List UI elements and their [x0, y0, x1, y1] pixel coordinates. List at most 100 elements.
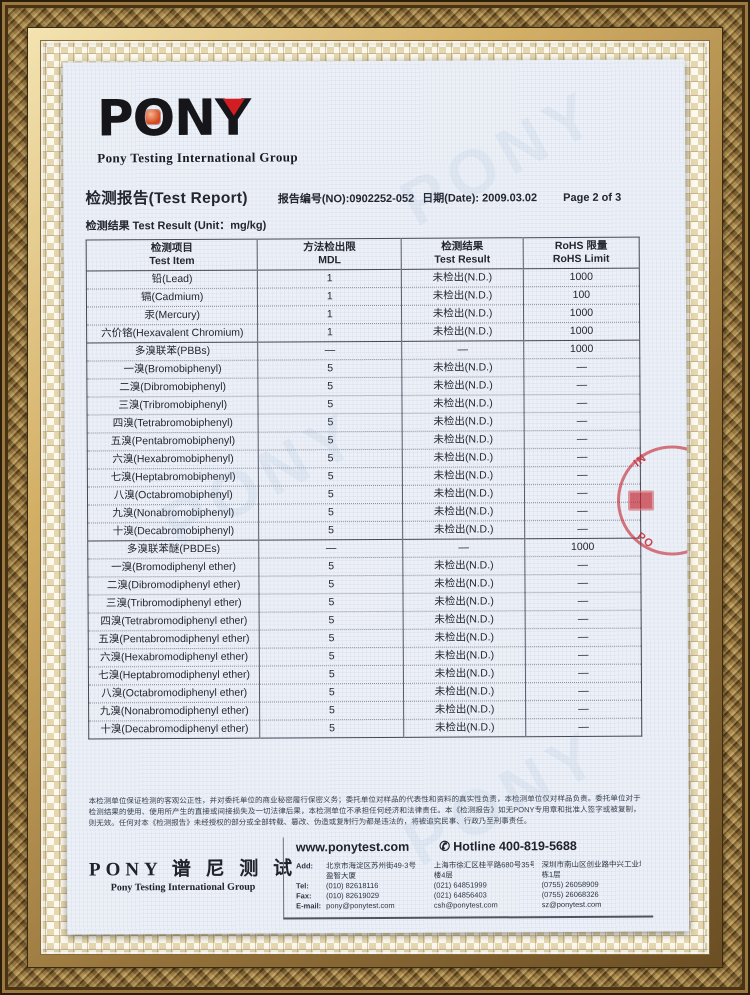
test-item-cell: 二溴(Dibromodiphenyl ether): [106, 578, 241, 592]
pony-logo: P O N Y Pony Testing International Group: [96, 88, 639, 167]
report-date: 日期(Date): 2009.03.02: [422, 192, 538, 205]
limit-cell: —: [523, 358, 640, 377]
test-item-cell: 十溴(Decabromobiphenyl): [112, 524, 235, 538]
office-address-line1: 深圳市南山区创业路中兴工业城6: [541, 859, 642, 870]
test-item-cell: 十溴(Decabromodiphenyl ether): [100, 722, 249, 736]
logo-letter-y: Y: [214, 88, 251, 147]
limit-cell: 100: [523, 286, 640, 305]
hotline: ✆ Hotline 400-819-5688: [439, 838, 577, 855]
result-cell: 未检出(N.D.): [403, 574, 525, 594]
test-item-cell: 三溴(Tribromobiphenyl): [118, 398, 228, 412]
mdl-cell: —: [258, 341, 402, 361]
mdl-cell: 1: [257, 287, 402, 307]
logo-red-square-icon: [146, 110, 161, 125]
office-address-line1: 上海市徐汇区桂平路680号35号: [433, 860, 534, 870]
result-cell: 未检出(N.D.): [401, 322, 524, 342]
result-cell: 未检出(N.D.): [403, 592, 525, 612]
footer-brand-en: Pony Testing International Group: [110, 881, 256, 894]
result-cell: 未检出(N.D.): [403, 700, 526, 720]
test-item-cell: 七溴(Heptabromobiphenyl): [110, 470, 236, 484]
result-cell: 未检出(N.D.): [401, 286, 524, 306]
test-item-cell: 六溴(Hexabromodiphenyl ether): [99, 650, 249, 664]
mdl-cell: 5: [259, 521, 403, 541]
mdl-cell: 5: [260, 719, 404, 739]
test-item-cell: 多溴联苯(PBBs): [134, 344, 211, 358]
contact-label: Tel:: [296, 881, 309, 891]
test-item-cell: 四溴(Tetrabromobiphenyl): [112, 416, 233, 430]
test-item-cell: 五溴(Pentabromodiphenyl ether): [98, 632, 250, 646]
logo-letter-p: P: [96, 89, 133, 148]
office-fax: (0755) 26068326: [541, 889, 599, 900]
test-result-table: 检测项目 Test Item 方法检出限 MDL 检测结果 Test Result R…: [85, 236, 643, 740]
result-cell: 未检出(N.D.): [402, 394, 524, 414]
limit-cell: —: [524, 556, 641, 575]
mdl-cell: 5: [259, 647, 404, 667]
limit-cell: —: [524, 610, 642, 629]
website-link: www.ponytest.com: [295, 839, 410, 855]
test-item-cell: 九溴(Nonabromodiphenyl ether): [99, 704, 249, 718]
mdl-cell: 5: [258, 485, 403, 505]
logo-red-triangle-icon: [222, 98, 245, 116]
result-cell: 未检出(N.D.): [402, 502, 525, 522]
table-header-row: 检测项目 Test Item 方法检出限 MDL 检测结果 Test Result R…: [86, 237, 640, 272]
hotline-number: Hotline 400-819-5688: [453, 838, 577, 854]
limit-cell: —: [523, 430, 641, 449]
limit-cell: —: [524, 574, 642, 593]
mdl-cell: 5: [259, 683, 404, 703]
office-tel: (0755) 26058909: [541, 879, 599, 890]
footer-brand-cn: PONY 谱 尼 测 试: [88, 858, 298, 881]
test-item-cell: 多溴联苯醚(PBDEs): [126, 542, 221, 556]
test-item-cell: 七溴(Heptabromodiphenyl ether): [98, 668, 251, 682]
web-hotline-row: www.ponytest.com ✆ Hotline 400-819-5688: [296, 838, 653, 856]
mat-border: PONY PONY PONY IN PO P O N Y Pony Testin…: [40, 40, 710, 955]
mdl-cell: 5: [259, 593, 404, 613]
office-address-line2: 楼4层: [433, 870, 453, 880]
result-cell: 未检出(N.D.): [402, 412, 524, 432]
contact-labels: Add: Tel: Fax: E-mail:: [296, 861, 326, 911]
result-cell: 未检出(N.D.): [403, 556, 525, 576]
mdl-cell: 5: [258, 395, 403, 415]
test-item-cell: 九溴(Nonabromobiphenyl): [112, 506, 235, 520]
office-column: 深圳市南山区创业路中兴工业城6 栋1层 (0755) 26058909 (075…: [541, 860, 649, 911]
result-cell: 未检出(N.D.): [401, 304, 524, 324]
phone-icon: ✆: [439, 838, 451, 854]
mdl-cell: 5: [258, 449, 403, 469]
report-number: 报告编号(NO):0902252-052: [277, 192, 415, 206]
office-email: csh@ponytest.com: [433, 900, 498, 910]
mdl-cell: 1: [257, 269, 402, 289]
office-column: 北京市海淀区苏州街49-3号 盈智大厦 (010) 82618116 (010)…: [326, 861, 434, 912]
office-address-line1: 北京市海淀区苏州街49-3号: [325, 860, 416, 871]
result-cell: —: [401, 340, 524, 360]
office-tel: (021) 64851999: [433, 880, 487, 890]
test-item-cell: 铅(Lead): [151, 272, 193, 286]
report-title: 检测报告(Test Report): [85, 189, 248, 208]
test-item-cell: 一溴(Bromodiphenyl ether): [111, 560, 237, 574]
limit-cell: —: [525, 628, 642, 647]
limit-cell: 1000: [523, 322, 640, 341]
report-title-row: 检测报告(Test Report) 报告编号(NO):0902252-052 日…: [85, 184, 639, 209]
limit-cell: —: [525, 718, 642, 737]
office-column: 上海市徐汇区桂平路680号35号 楼4层 (021) 64851999 (021…: [434, 860, 542, 911]
mdl-cell: 5: [259, 701, 404, 721]
result-cell: 未检出(N.D.): [402, 448, 525, 468]
office-email: sz@ponytest.com: [541, 899, 602, 910]
footer-brand: PONY 谱 尼 测 试 Pony Testing International …: [88, 838, 298, 921]
limit-cell: —: [523, 394, 641, 413]
contact-label: E-mail:: [296, 901, 322, 911]
office-fax: (010) 82619029: [326, 890, 380, 901]
mdl-cell: 5: [258, 377, 403, 397]
logo-letter-o: O: [133, 89, 175, 147]
result-cell: 未检出(N.D.): [401, 268, 524, 288]
contact-label: Add:: [295, 861, 314, 871]
table-row: 十溴(Decabromodiphenyl ether) 5 未检出(N.D.) …: [88, 718, 642, 740]
pony-logo-word: P O N Y: [96, 88, 639, 148]
office-fax: (021) 64856403: [433, 890, 487, 900]
mdl-cell: 1: [258, 323, 402, 343]
result-cell: 未检出(N.D.): [403, 718, 526, 738]
result-cell: —: [402, 538, 525, 558]
test-item-cell: 四溴(Tetrabromodiphenyl ether): [100, 614, 248, 628]
disclaimer-text: 本检测单位保证检测的客观公正性，并对委托单位的商业秘密履行保密义务；委托单位对样…: [88, 793, 641, 828]
mdl-cell: 5: [258, 359, 403, 379]
test-item-cell: 八溴(Octabromobiphenyl): [113, 488, 233, 502]
